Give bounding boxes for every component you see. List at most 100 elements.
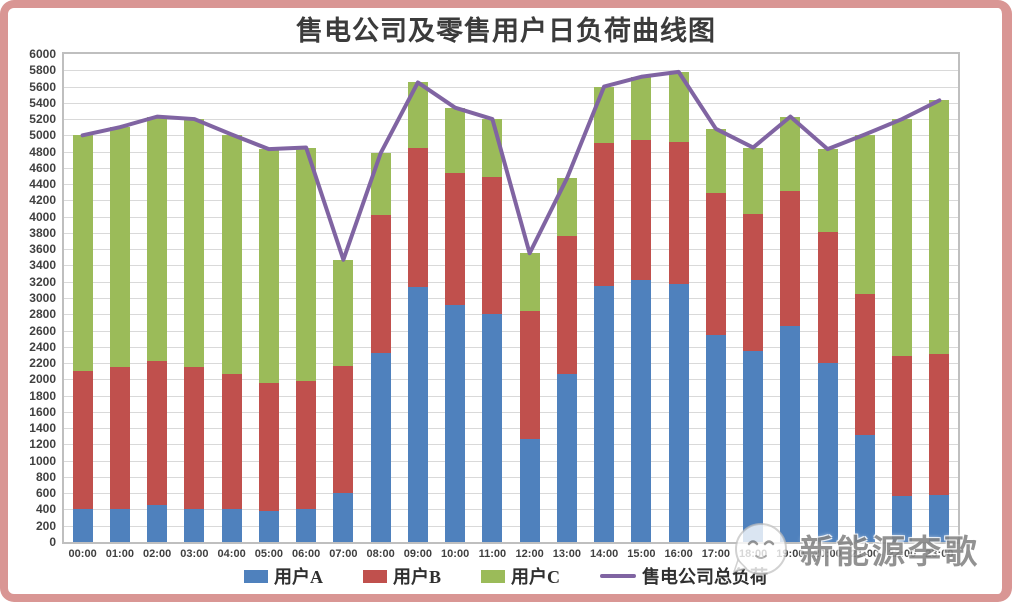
legend-label: 售电公司总负荷 bbox=[642, 567, 768, 587]
bar-segment-用户B bbox=[221, 374, 242, 510]
bar-segment-用户A bbox=[221, 509, 242, 542]
bar-segment-用户C bbox=[631, 76, 652, 141]
gridline bbox=[64, 411, 958, 413]
plot-area bbox=[62, 52, 960, 544]
gridline bbox=[64, 200, 958, 202]
bar-slot-07:00 bbox=[325, 54, 362, 542]
x-tick-label: 04:00 bbox=[217, 548, 246, 560]
gridline bbox=[64, 346, 958, 348]
bar-segment-用户B bbox=[705, 193, 726, 335]
stacked-bar bbox=[743, 54, 764, 542]
x-tick-label: 06:00 bbox=[292, 548, 321, 560]
bar-segment-用户B bbox=[296, 380, 317, 510]
bar-segment-用户B bbox=[482, 176, 503, 315]
y-tick-label: 0 bbox=[49, 535, 56, 549]
bar-segment-用户C bbox=[929, 100, 950, 355]
chart-title: 售电公司及零售用户日负荷曲线图 bbox=[296, 16, 716, 46]
y-tick-label: 1000 bbox=[29, 453, 56, 468]
bar-segment-用户A bbox=[519, 438, 540, 542]
bar-segment-用户A bbox=[370, 352, 391, 542]
bar-segment-用户B bbox=[892, 355, 913, 496]
bar-segment-用户B bbox=[668, 141, 689, 285]
bar-segment-用户A bbox=[854, 434, 875, 542]
y-tick-label: 5000 bbox=[29, 128, 56, 143]
total-load-polyline bbox=[80, 69, 942, 262]
y-tick-label: 2200 bbox=[29, 356, 56, 371]
stacked-bar bbox=[668, 54, 689, 542]
bar-segment-用户B bbox=[780, 190, 801, 327]
bar-segment-用户A bbox=[296, 509, 317, 542]
bar-segment-用户B bbox=[519, 311, 540, 439]
y-tick-label: 4600 bbox=[29, 160, 56, 175]
x-tick-label: 21:00 bbox=[850, 548, 879, 560]
bar-slot-17:00 bbox=[697, 54, 734, 542]
gridline bbox=[64, 509, 958, 511]
bar-segment-用户C bbox=[743, 147, 764, 215]
x-tick-label: 09:00 bbox=[403, 548, 432, 560]
stacked-bar bbox=[445, 54, 466, 542]
gridline bbox=[64, 70, 958, 72]
y-tick-label: 5200 bbox=[29, 112, 56, 127]
bar-segment-用户C bbox=[668, 71, 689, 142]
gridline bbox=[64, 314, 958, 316]
bar-slot-02:00 bbox=[139, 54, 176, 542]
bar-segment-用户B bbox=[929, 354, 950, 495]
bar-segment-用户C bbox=[407, 82, 428, 149]
gridline bbox=[64, 363, 958, 365]
bar-slot-04:00 bbox=[213, 54, 250, 542]
bar-segment-用户B bbox=[109, 367, 130, 510]
gridline bbox=[64, 379, 958, 381]
gridline bbox=[64, 493, 958, 495]
gridline bbox=[64, 135, 958, 137]
bar-segment-用户A bbox=[184, 509, 205, 542]
y-tick-label: 1200 bbox=[29, 437, 56, 452]
y-tick-label: 4200 bbox=[29, 193, 56, 208]
stacked-bar bbox=[72, 54, 93, 542]
bar-segment-用户A bbox=[929, 494, 950, 542]
bar-slot-15:00 bbox=[623, 54, 660, 542]
y-tick-label: 2600 bbox=[29, 323, 56, 338]
bar-segment-用户B bbox=[817, 232, 838, 364]
stacked-bar bbox=[594, 54, 615, 542]
bar-segment-用户C bbox=[147, 116, 168, 361]
legend-label: 用户B bbox=[392, 567, 441, 587]
bar-segment-用户A bbox=[594, 285, 615, 542]
gridline bbox=[64, 330, 958, 332]
y-tick-label: 600 bbox=[35, 486, 56, 501]
bar-slot-19:00 bbox=[772, 54, 809, 542]
bar-segment-用户A bbox=[780, 326, 801, 542]
stacked-bar bbox=[705, 54, 726, 542]
bar-slot-03:00 bbox=[176, 54, 213, 542]
y-tick-label: 5400 bbox=[29, 95, 56, 110]
y-tick-label: 5600 bbox=[29, 79, 56, 94]
y-tick-label: 1400 bbox=[29, 421, 56, 436]
bar-segment-用户B bbox=[147, 360, 168, 506]
bar-segment-用户A bbox=[556, 373, 577, 542]
stacked-bars bbox=[64, 54, 958, 542]
gridline bbox=[64, 525, 958, 527]
bar-segment-用户C bbox=[296, 147, 317, 381]
bar-segment-用户B bbox=[184, 367, 205, 510]
bar-segment-用户B bbox=[407, 148, 428, 288]
y-tick-label: 3800 bbox=[29, 225, 56, 240]
y-tick-label: 3400 bbox=[29, 258, 56, 273]
bar-segment-用户B bbox=[258, 383, 279, 512]
gridline bbox=[64, 232, 958, 234]
legend-color-swatch bbox=[362, 569, 387, 583]
bar-slot-13:00 bbox=[548, 54, 585, 542]
gridline bbox=[64, 460, 958, 462]
stacked-bar bbox=[817, 54, 838, 542]
stacked-bar bbox=[519, 54, 540, 542]
legend: 用户A 用户B 用户C 售电公司总负荷 bbox=[0, 563, 1012, 589]
legend-item-售电公司总负荷: 售电公司总负荷 bbox=[600, 563, 768, 589]
stacked-bar bbox=[221, 54, 242, 542]
bar-segment-用户A bbox=[109, 509, 130, 542]
y-tick-label: 2800 bbox=[29, 307, 56, 322]
y-tick-label: 4800 bbox=[29, 144, 56, 159]
stacked-bar bbox=[370, 54, 391, 542]
bar-segment-用户B bbox=[556, 236, 577, 374]
gridline bbox=[64, 86, 958, 88]
bar-segment-用户A bbox=[333, 493, 354, 542]
bar-segment-用户C bbox=[109, 127, 130, 368]
bar-segment-用户A bbox=[743, 350, 764, 542]
